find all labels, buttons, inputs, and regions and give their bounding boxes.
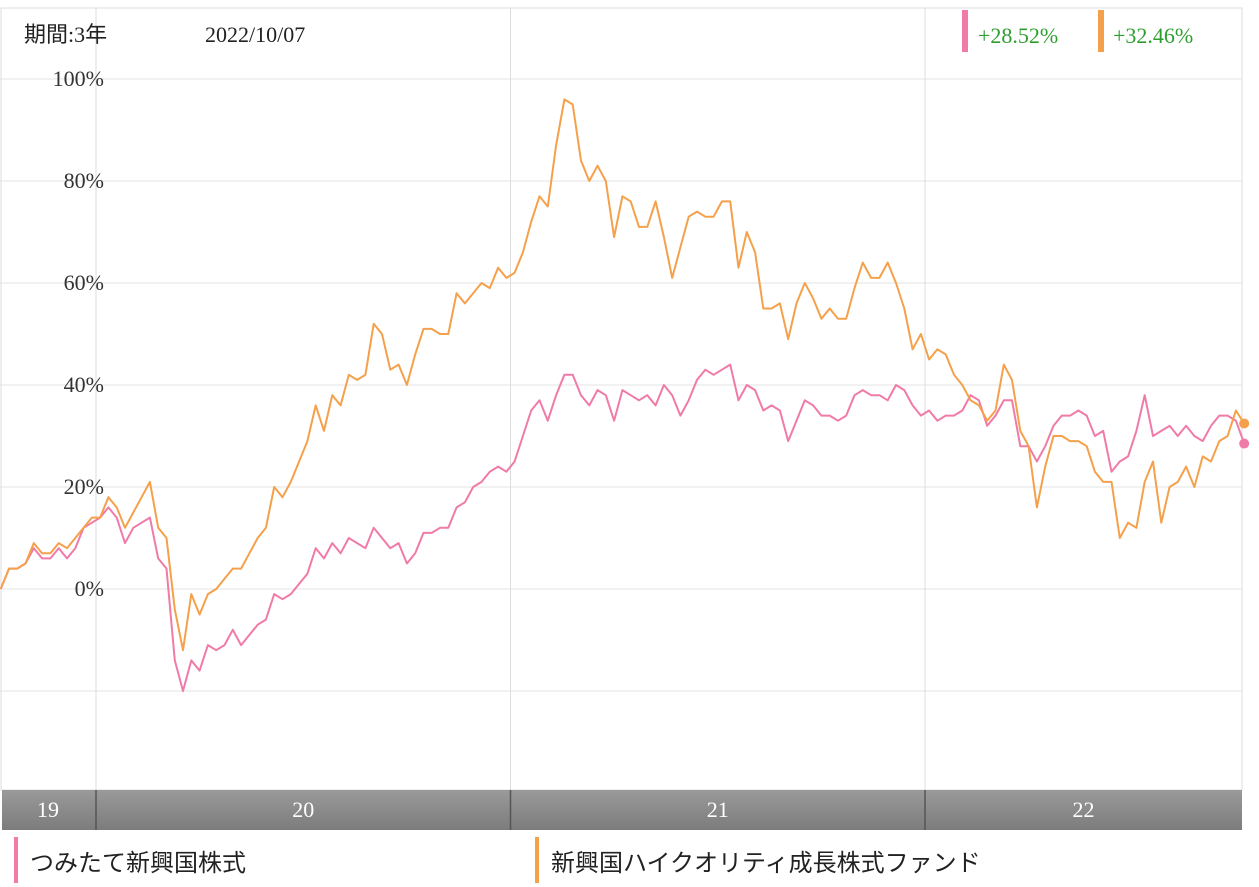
legend-label-2: 新興国ハイクオリティ成長株式ファンド <box>551 848 981 877</box>
change-swatch-2 <box>1098 10 1104 52</box>
legend-swatch-1 <box>14 837 18 883</box>
series-endpoint-1 <box>1239 438 1250 449</box>
x-tick-label: 20 <box>292 797 314 822</box>
x-tick-label: 22 <box>1073 797 1095 822</box>
legend-item-2: 新興国ハイクオリティ成長株式ファンド <box>535 835 981 885</box>
legend-label-1: つみたて新興国株式 <box>30 848 246 877</box>
date-label: 2022/10/07 <box>205 22 305 47</box>
series-endpoint-2 <box>1239 418 1250 429</box>
legend-swatch-2 <box>535 837 539 883</box>
y-tick-label: 40% <box>64 372 104 397</box>
series-group <box>0 98 1250 692</box>
legend-item-1: つみたて新興国株式 <box>14 835 246 885</box>
y-tick-label: 20% <box>64 474 104 499</box>
time-axis-background <box>2 790 1242 830</box>
series-line-2 <box>0 98 1246 652</box>
y-tick-label: 0% <box>75 576 104 601</box>
change-swatch-1 <box>962 10 968 52</box>
x-tick-label: 21 <box>707 797 729 822</box>
y-tick-label: 60% <box>64 270 104 295</box>
time-axis-band: 19 20 21 22 <box>2 790 1242 830</box>
period-label: 期間:3年 <box>24 22 107 47</box>
series-line-1 <box>0 363 1246 692</box>
change-value-1: +28.52% <box>978 23 1058 48</box>
y-axis: 100% 80% 60% 40% 20% 0% <box>53 66 104 601</box>
y-tick-label: 100% <box>53 66 104 91</box>
change-value-2: +32.46% <box>1113 23 1193 48</box>
x-tick-label: 19 <box>37 797 59 822</box>
y-tick-label: 80% <box>64 168 104 193</box>
